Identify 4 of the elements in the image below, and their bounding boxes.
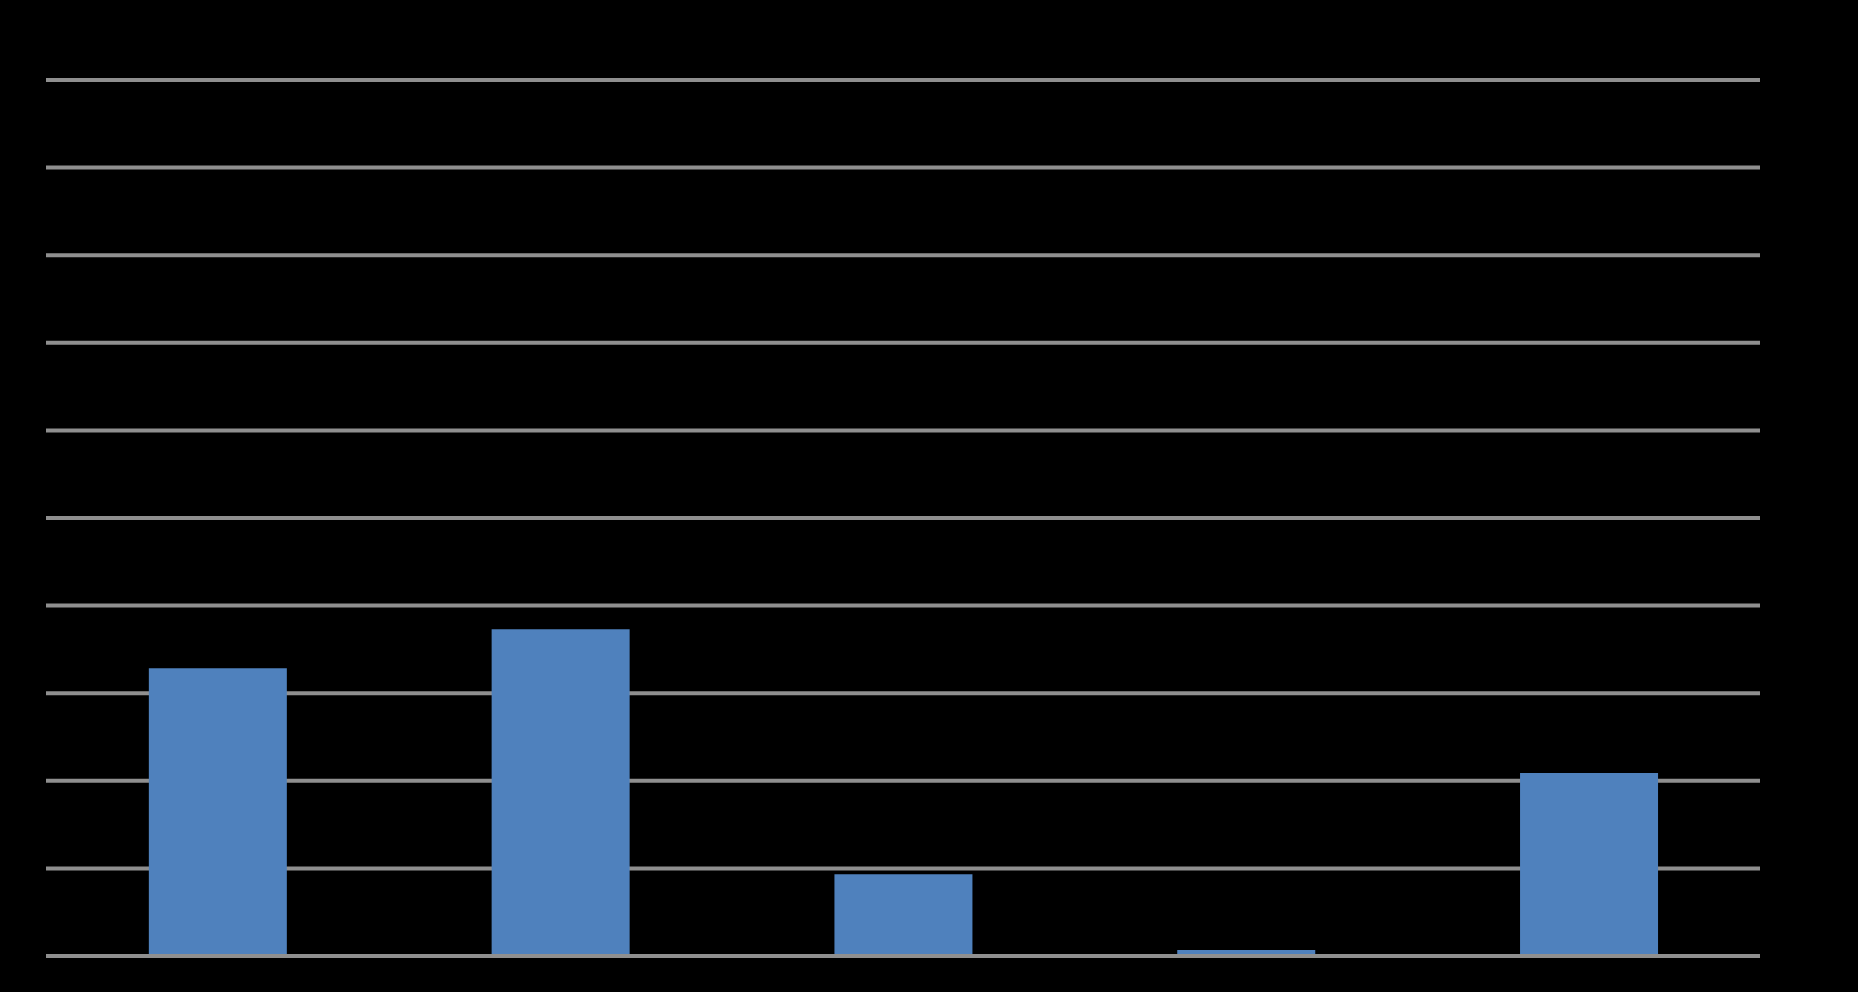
bar: [1520, 772, 1659, 956]
bar: [834, 874, 973, 956]
bar: [491, 629, 630, 956]
bar: [148, 668, 287, 956]
